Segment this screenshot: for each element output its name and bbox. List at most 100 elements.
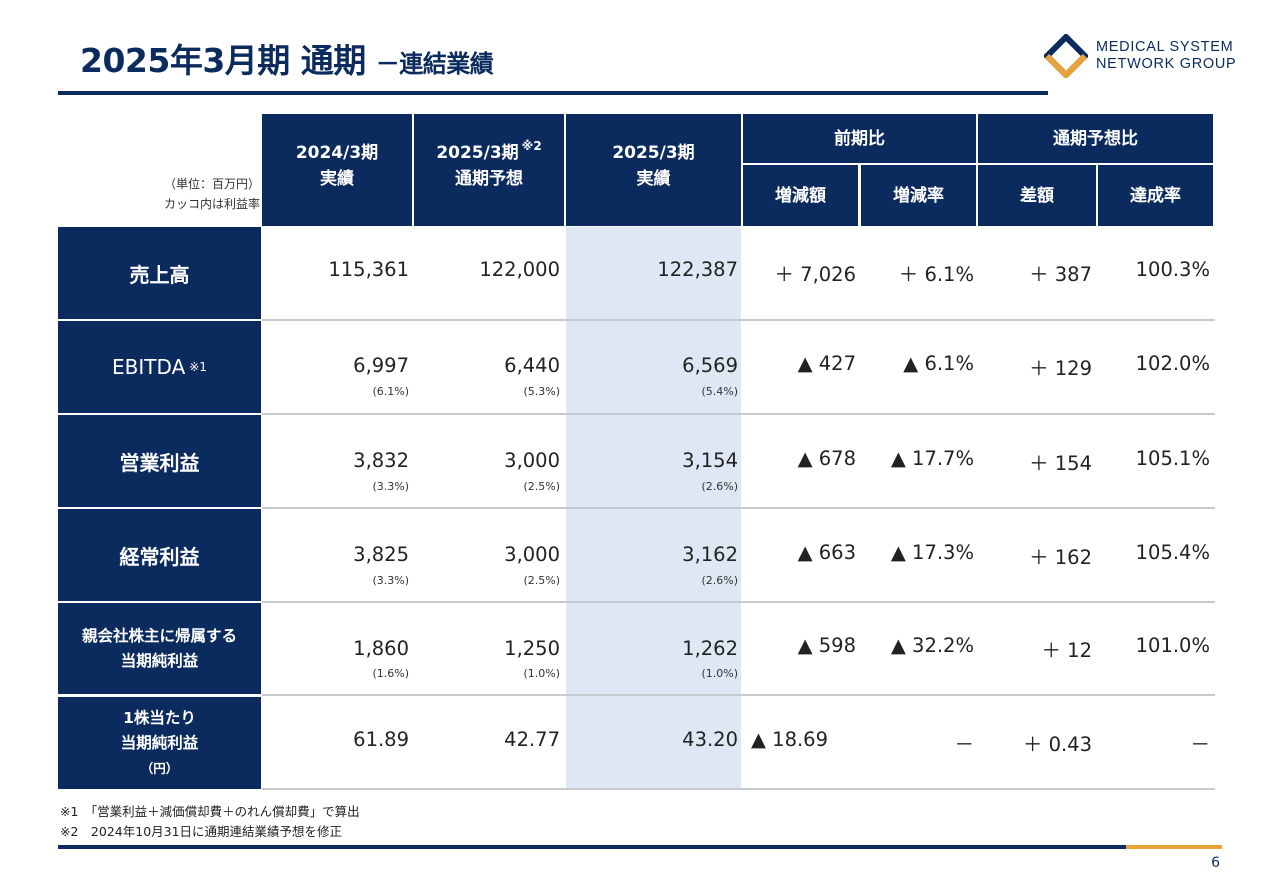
row-label-sales: 売上高 (58, 227, 261, 319)
table-cell-value: 3,154 (682, 449, 738, 472)
table-cell-margin: (6.1%) (372, 385, 409, 398)
table-cell-value: 122,000 (479, 258, 560, 281)
row-label-net-income-line1: 親会社株主に帰属する (81, 626, 237, 645)
row-separator (262, 319, 1215, 321)
table-cell-value: ＋ 7,026 (774, 263, 856, 286)
header-fc-diff: 差額 (978, 165, 1096, 226)
table-cell-value: 6,569 (682, 354, 738, 377)
table-cell-value: ＋ 12 (1041, 639, 1092, 662)
table-cell-value: 61.89 (353, 728, 409, 751)
title-sub: －連結業績 (375, 50, 494, 78)
row-label-eps-line3: （円） (140, 760, 179, 776)
table-cell-value: 1,250 (504, 637, 560, 660)
unit-note-line1: （単位：百万円） (163, 177, 260, 191)
row-label-eps-line1: 1株当たり (123, 708, 196, 727)
logo-mark-icon (1044, 34, 1088, 78)
table-cell-value: ▲ 663 (797, 541, 856, 564)
table-cell-value: 105.4% (1135, 541, 1210, 564)
table-cell-value: 101.0% (1135, 634, 1210, 657)
header-prev-actual-line1: 2024/3期 (295, 143, 379, 163)
header-forecast-note: ※2 (521, 139, 542, 153)
row-separator (262, 601, 1215, 603)
row-label-eps: 1株当たり当期純利益 （円） (58, 697, 261, 789)
table-cell-value: 1,262 (682, 637, 738, 660)
title-rule (58, 91, 1048, 95)
row-separator (262, 788, 1215, 790)
unit-note-line2: カッコ内は利益率 (163, 197, 260, 211)
header-forecast-line2: 通期予想 (455, 169, 523, 189)
row-label-net-income-line2: 当期純利益 (120, 651, 199, 670)
table-cell-margin: (5.4%) (701, 385, 738, 398)
table-cell-margin: (2.6%) (701, 480, 738, 493)
row-separator (262, 413, 1215, 415)
table-cell-value: ＋ 0.43 (1022, 733, 1092, 756)
table-cell-value: 3,162 (682, 543, 738, 566)
header-yoy-rate: 増減率 (861, 165, 976, 226)
row-label-sales-text: 売上高 (129, 262, 190, 287)
bottom-rule-accent (1126, 845, 1222, 849)
table-cell-value: 3,000 (504, 543, 560, 566)
header-prev-actual-line2: 実績 (319, 169, 354, 189)
header-prev-actual: 2024/3期 実績 (262, 114, 412, 226)
table-cell-value: ＋ 6.1% (898, 263, 974, 286)
bottom-rule (58, 845, 1126, 849)
table-cell-value: 122,387 (657, 258, 738, 281)
table-cell-value: ▲ 18.69 (750, 728, 828, 751)
table-cell-value: 6,440 (504, 354, 560, 377)
header-fc-group: 通期予想比 (978, 114, 1213, 163)
table-cell-margin: (1.6%) (372, 667, 409, 680)
row-label-operating-profit-text: 営業利益 (119, 450, 200, 475)
table-cell-value: ＋ 162 (1029, 546, 1092, 569)
row-label-ordinary-profit: 経常利益 (58, 509, 261, 601)
table-cell-value: 1,860 (353, 637, 409, 660)
table-cell-value: 42.77 (504, 728, 560, 751)
header-actual-line1: 2025/3期 (612, 143, 695, 163)
row-label-operating-profit: 営業利益 (58, 415, 261, 507)
table-cell-value: ▲ 678 (797, 447, 856, 470)
footnote-2: ※2 2024年10月31日に通期連結業績予想を修正 (60, 824, 343, 839)
row-label-net-income: 親会社株主に帰属する 当期純利益 (58, 603, 261, 694)
table-cell-value: ▲ 32.2% (890, 634, 974, 657)
table-cell-margin: (2.5%) (523, 574, 560, 587)
page-title: 2025年3月期 通期 －連結業績 (80, 34, 494, 82)
row-label-eps-line2: 当期純利益 (120, 733, 199, 752)
header-yoy-amount: 増減額 (743, 165, 858, 226)
row-separator (262, 507, 1215, 509)
table-cell-margin: (1.0%) (701, 667, 738, 680)
table-cell-value: 43.20 (682, 728, 738, 751)
row-label-ebitda-text: EBITDA (112, 355, 186, 379)
table-cell-value: ＋ 387 (1029, 263, 1092, 286)
table-cell-value: ▲ 427 (797, 352, 856, 375)
table-cell-margin: (3.3%) (372, 480, 409, 493)
header-forecast-line1: 2025/3期 (436, 143, 519, 163)
table-cell-margin: (5.3%) (523, 385, 560, 398)
table-cell-value: 105.1% (1135, 447, 1210, 470)
row-label-ebitda: EBITDA ※1 (58, 321, 261, 413)
table-cell-value: ▲ 17.3% (890, 541, 974, 564)
logo-line1: MEDICAL SYSTEM (1096, 39, 1234, 55)
table-cell-value: 3,825 (353, 543, 409, 566)
table-cell-value: ＋ 129 (1029, 357, 1092, 380)
table-cell-margin: (3.3%) (372, 574, 409, 587)
table-cell-value: ▲ 17.7% (890, 447, 974, 470)
row-label-ordinary-profit-text: 経常利益 (119, 544, 200, 569)
table-cell-value: 3,000 (504, 449, 560, 472)
table-cell-margin: (2.5%) (523, 480, 560, 493)
row-separator (262, 694, 1215, 696)
table-cell-margin: (1.0%) (523, 667, 560, 680)
title-main: 2025年3月期 通期 (80, 41, 366, 80)
footnote-1: ※1 「営業利益＋減価償却費＋のれん償却費」で算出 (60, 804, 360, 819)
header-forecast: 2025/3期 ※2 通期予想 (414, 114, 564, 226)
table-cell-value: ▲ 6.1% (903, 352, 974, 375)
header-actual: 2025/3期 実績 (566, 114, 741, 226)
table-cell-margin: (2.6%) (701, 574, 738, 587)
table-cell-value: 115,361 (328, 258, 409, 281)
table-cell-value: － (954, 733, 974, 756)
table-cell-value: 6,997 (353, 354, 409, 377)
table-cell-value: ＋ 154 (1029, 452, 1092, 475)
table-cell-value: ▲ 598 (797, 634, 856, 657)
company-logo: MEDICAL SYSTEM NETWORK GROUP (1044, 34, 1244, 78)
header-yoy-group: 前期比 (743, 114, 976, 163)
table-cell-value: 100.3% (1135, 258, 1210, 281)
table-cell-value: 3,832 (353, 449, 409, 472)
